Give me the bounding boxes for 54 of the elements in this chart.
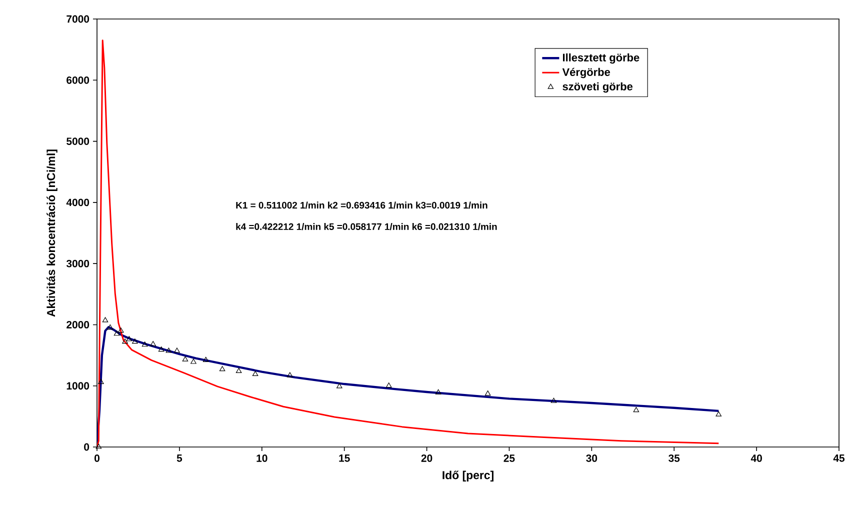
x-tick-label: 40 <box>750 454 762 462</box>
point <box>202 356 209 362</box>
point <box>158 346 164 352</box>
annotation: k4 =0.422212 1/min k5 =0.058177 1/min k6 =0.021310 1/min <box>236 223 497 230</box>
y-axis-title: Aktivitás koncentráció [nCi/ml] <box>46 150 58 317</box>
y-tick-label: 6000 <box>66 76 90 84</box>
point <box>96 444 102 449</box>
point <box>132 338 138 344</box>
point <box>435 389 442 394</box>
legend-label: Vérgörbe <box>562 68 610 78</box>
point <box>633 407 640 412</box>
point <box>190 358 196 364</box>
point <box>386 382 392 388</box>
x-axis-title: Idő [perc] <box>442 470 494 482</box>
x-tick-label: 5 <box>176 454 182 462</box>
y-tick-label: 5000 <box>66 138 90 145</box>
point <box>166 348 172 353</box>
point <box>98 378 104 384</box>
point <box>716 411 722 416</box>
y-tick-label: 4000 <box>66 198 90 206</box>
point <box>102 317 108 322</box>
point <box>118 328 124 333</box>
point <box>252 370 258 376</box>
point <box>126 336 132 342</box>
legend-label: Illesztett görbe <box>563 53 640 64</box>
x-tick-label: 20 <box>421 454 432 462</box>
line-series <box>97 40 720 447</box>
point <box>550 398 557 403</box>
x-tick-label: 25 <box>504 454 515 462</box>
y-tick-label: 1000 <box>66 382 90 390</box>
legend-label: szöveti görbe <box>562 82 633 93</box>
point <box>236 368 242 373</box>
annotation: K1 = 0.511002 1/min k2 =0.693416 1/min k3=0.0019 1/min <box>236 202 488 209</box>
x-tick-label: 0 <box>94 454 100 462</box>
point <box>114 330 120 336</box>
y-tick-label: 3000 <box>66 260 90 268</box>
point <box>182 356 188 362</box>
point <box>150 340 156 346</box>
point <box>122 338 128 344</box>
y-tick-label: 7000 <box>66 15 90 23</box>
y-tick-label: 0 <box>84 443 90 451</box>
point <box>219 366 226 372</box>
point <box>287 372 293 378</box>
x-tick-label: 15 <box>339 454 350 462</box>
x-tick-label: 30 <box>586 454 598 462</box>
point <box>107 324 114 330</box>
x-tick-label: 10 <box>256 454 268 462</box>
point <box>484 390 491 396</box>
x-tick-label: 35 <box>668 454 680 462</box>
point <box>336 383 342 388</box>
point <box>142 342 148 347</box>
x-tick-label: 45 <box>833 454 845 462</box>
point <box>174 348 180 353</box>
y-tick-label: 2000 <box>66 321 90 328</box>
